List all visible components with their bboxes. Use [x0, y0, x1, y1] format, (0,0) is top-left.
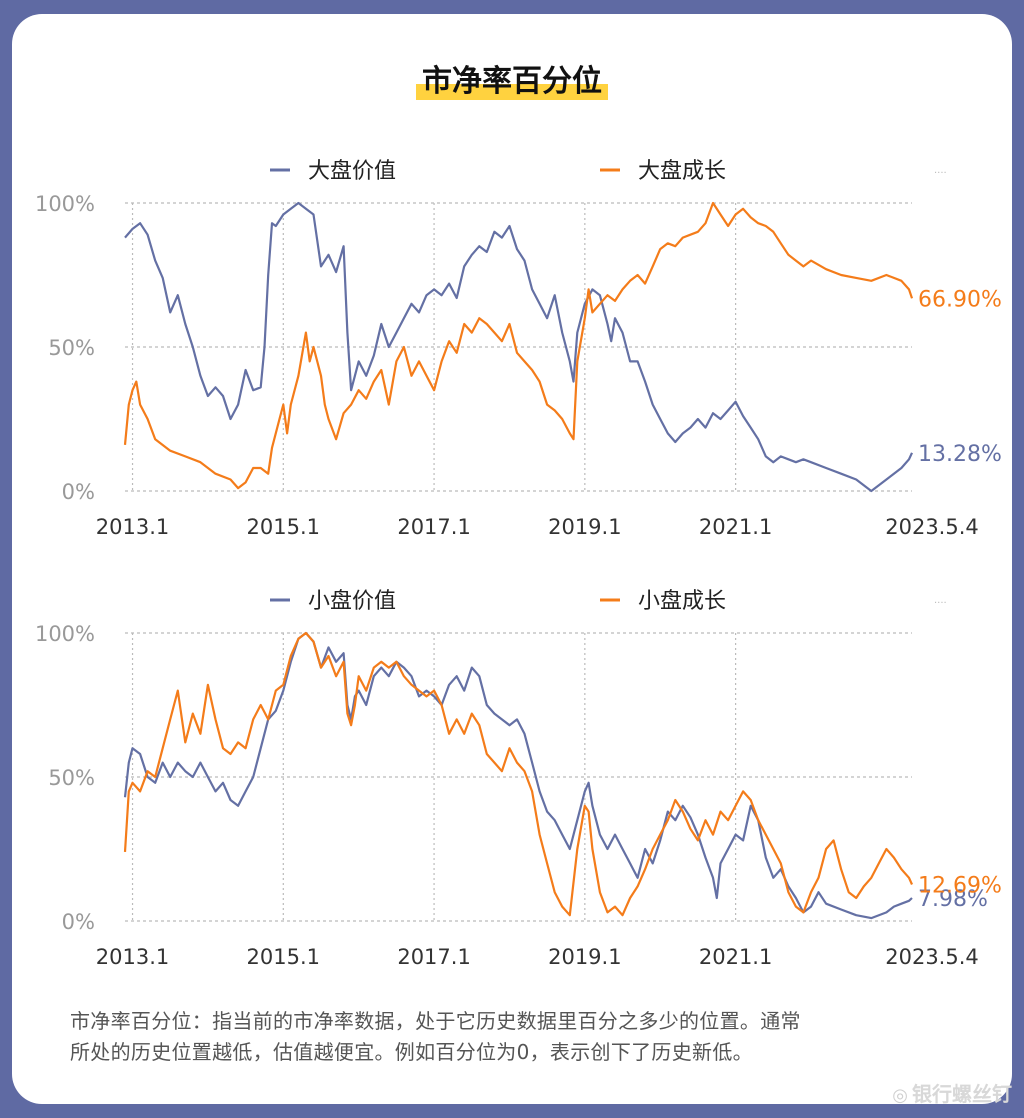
legend-dots-1: .... — [934, 595, 947, 606]
xtick-0-2: 2017.1 — [397, 515, 470, 539]
xtick-0-4: 2021.1 — [699, 515, 772, 539]
ytick-1-1: 50% — [48, 766, 95, 790]
footnote: 市净率百分位：指当前的市净率数据，处于它历史数据里百分之多少的位置。通常 所处的… — [70, 1006, 970, 1068]
xtick-1-3: 2019.1 — [548, 945, 621, 969]
title-wrap: 市净率百分位 — [0, 62, 1024, 102]
watermark: ◎ 银行螺丝钉 — [892, 1078, 1012, 1107]
watermark-text: 银行螺丝钉 — [912, 1082, 1012, 1106]
chart-card — [12, 14, 1012, 1104]
series-line-1-0 — [123, 631, 913, 920]
ytick-1-2: 0% — [62, 910, 95, 934]
ytick-0-2: 0% — [62, 480, 95, 504]
weibo-icon: ◎ — [892, 1085, 908, 1106]
end-label-1-0: 7.98% — [918, 887, 988, 912]
xtick-1-4: 2021.1 — [699, 945, 772, 969]
legend-label-1-0: 小盘价值 — [308, 589, 396, 614]
chart-title: 市净率百分位 — [416, 62, 608, 102]
legend-label-0-0: 大盘价值 — [308, 159, 396, 184]
end-label-1-1: 12.69% — [918, 873, 1002, 898]
xtick-1-5: 2023.5.4 — [885, 945, 979, 969]
end-label-0-0: 13.28% — [918, 442, 1002, 467]
xtick-1-1: 2015.1 — [247, 945, 320, 969]
ytick-0-0: 100% — [35, 192, 95, 216]
end-label-0-1: 66.90% — [918, 287, 1002, 312]
footnote-line-1: 市净率百分位：指当前的市净率数据，处于它历史数据里百分之多少的位置。通常 — [70, 1009, 801, 1033]
series-line-0-1 — [123, 201, 914, 490]
ytick-0-1: 50% — [48, 336, 95, 360]
chart-small-cap: 小盘价值 小盘成长 .... 100% 50% 0%2013.1 2015.1 2017.1 2… — [35, 589, 1002, 969]
legend-label-0-1: 大盘成长 — [638, 159, 726, 184]
series-line-1-1 — [123, 631, 914, 917]
legend-label-1-1: 小盘成长 — [638, 589, 726, 614]
xtick-0-3: 2019.1 — [548, 515, 621, 539]
footnote-line-2: 所处的历史位置越低，估值越便宜。例如百分位为0，表示创下了历史新低。 — [70, 1040, 753, 1064]
xtick-0-5: 2023.5.4 — [885, 515, 979, 539]
legend-dots-0: .... — [934, 165, 947, 176]
series-line-0-0 — [124, 201, 913, 493]
xtick-1-2: 2017.1 — [397, 945, 470, 969]
chart-large-cap: 大盘价值 大盘成长 .... 100% 50% 0%2013.1 2015.1 2017.1 2… — [35, 159, 1002, 539]
xtick-0-0: 2013.1 — [96, 515, 169, 539]
xtick-0-1: 2015.1 — [247, 515, 320, 539]
xtick-1-0: 2013.1 — [96, 945, 169, 969]
ytick-1-0: 100% — [35, 622, 95, 646]
